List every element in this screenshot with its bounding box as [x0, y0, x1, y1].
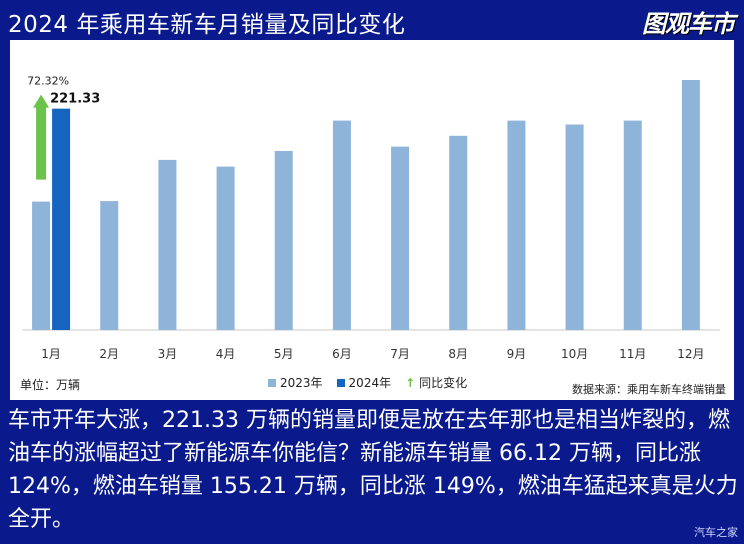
yoy-arrow-shaft: [36, 106, 47, 180]
legend-item-2024: 2024年: [336, 374, 392, 391]
legend-item-yoy: ↑ 同比变化: [405, 374, 467, 391]
chart-legend: 2023年 2024年 ↑ 同比变化: [268, 374, 467, 391]
x-tick-label-5: 5月: [274, 347, 294, 361]
bar-2023-3: [158, 159, 177, 330]
bar-chart: 221.33 72.32% 1月 2月 3月 4月 5月 6月 7月 8月 9月 10月 11月 12月: [22, 75, 720, 361]
watermark: 汽车之家: [694, 526, 738, 539]
x-tick-label-11: 11月: [619, 347, 646, 361]
bar-2023-9: [507, 120, 526, 330]
legend-label-2023: 2023年: [280, 376, 323, 390]
legend-swatch-2023: [268, 378, 276, 387]
x-tick-label-7: 7月: [390, 347, 410, 361]
x-tick-label-12: 12月: [677, 347, 704, 361]
x-tick-label-1: 1月: [41, 347, 61, 361]
bar-2023-12: [681, 80, 700, 330]
x-tick-label-3: 3月: [158, 347, 178, 361]
bar-2023-11: [623, 120, 642, 330]
x-tick-label-8: 8月: [448, 347, 468, 361]
bar-2023-8: [449, 135, 468, 330]
legend-swatch-2024: [336, 378, 345, 387]
bar-2023-6: [332, 120, 351, 330]
x-tick-label-4: 4月: [216, 347, 236, 361]
legend-label-yoy: 同比变化: [419, 376, 468, 390]
bar-2023-1: [32, 201, 51, 330]
x-tick-label-2: 2月: [99, 347, 119, 361]
bar-2023-5: [274, 151, 293, 330]
yoy-value-label: 72.32%: [27, 75, 69, 88]
chart-panel: 221.33 72.32% 1月 2月 3月 4月 5月 6月 7月 8月 9月 10月 11月 12月 …: [10, 40, 734, 400]
x-tick-label-10: 10月: [561, 347, 588, 361]
bar-2023-7: [391, 146, 410, 330]
legend-label-2024: 2024年: [348, 376, 392, 390]
brand-logo: 图观车市: [642, 10, 735, 38]
up-arrow-icon: ↑: [405, 375, 416, 390]
data-label-2024-1: 221.33: [50, 92, 100, 107]
page-title: 2024 年乘用车新车月销量及同比变化: [8, 12, 406, 38]
bar-2023-10: [565, 124, 584, 330]
yoy-arrow-head: [33, 94, 50, 108]
header: 2024 年乘用车新车月销量及同比变化 图观车市: [0, 0, 744, 40]
bar-2024-1: [52, 108, 71, 330]
caption-text: 车市开年大涨，221.33 万辆的销量即便是放在去年那也是相当炸裂的，燃油车的涨…: [8, 408, 738, 532]
source-label: 数据来源：乘用车新车终端销量: [572, 383, 726, 396]
legend-item-2023: 2023年: [268, 374, 323, 391]
x-tick-label-9: 9月: [507, 347, 527, 361]
bar-2023-2: [100, 201, 119, 330]
x-tick-label-6: 6月: [332, 347, 352, 361]
unit-label: 单位：万辆: [20, 378, 81, 392]
bar-2023-4: [216, 166, 235, 330]
